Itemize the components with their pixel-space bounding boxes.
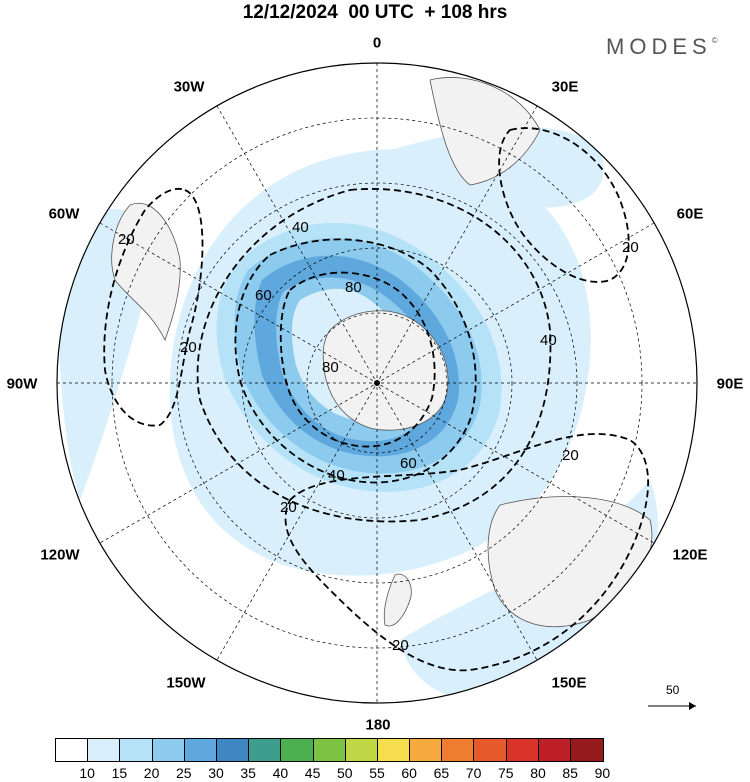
colorbar-tick-label: 85 bbox=[562, 765, 578, 781]
colorbar-tick-label: 10 bbox=[79, 765, 95, 781]
colorbar-tick-label: 80 bbox=[530, 765, 546, 781]
colorbar-tick-label: 50 bbox=[337, 765, 353, 781]
colorbar-swatch bbox=[345, 739, 378, 761]
land bbox=[111, 77, 653, 628]
colorbar-tick-label: 90 bbox=[594, 765, 611, 781]
south-pole-marker bbox=[374, 380, 380, 386]
colorbar-tick-label: 25 bbox=[176, 765, 192, 781]
colorbar-swatch bbox=[442, 739, 475, 761]
contour-label: 20 bbox=[180, 339, 197, 356]
contour-label: 20 bbox=[562, 447, 579, 464]
colorbar-tick-label: 45 bbox=[304, 765, 321, 781]
lon-label-120e: 120E bbox=[672, 546, 708, 564]
contour-label: 80 bbox=[322, 359, 339, 376]
colorbar-swatch bbox=[538, 739, 571, 761]
isotachs bbox=[103, 127, 649, 672]
colorbar-tick-label: 35 bbox=[240, 765, 256, 781]
lon-label-30w: 30W bbox=[173, 78, 205, 96]
contour-label: 80 bbox=[345, 279, 362, 296]
colorbar-tick-label: 70 bbox=[465, 765, 482, 781]
colorbar-swatch bbox=[506, 739, 539, 761]
lon-label-60e: 60E bbox=[676, 205, 704, 223]
contour-label: 20 bbox=[622, 239, 639, 256]
modes-logo: MODES© bbox=[606, 34, 718, 59]
colorbar-swatch bbox=[184, 739, 217, 761]
colorbar-tick-label: 15 bbox=[111, 765, 128, 781]
reference-vector-arrowhead bbox=[689, 702, 696, 710]
contour-label: 20 bbox=[280, 499, 297, 516]
south-america bbox=[111, 202, 181, 342]
contour-label: 40 bbox=[328, 467, 345, 484]
contour-label: 20 bbox=[118, 231, 135, 248]
contour-label: 20 bbox=[392, 637, 409, 654]
lon-label-90w: 90W bbox=[6, 375, 38, 393]
contour-label: 40 bbox=[540, 332, 557, 349]
africa bbox=[429, 77, 541, 186]
colorbar-swatch bbox=[474, 739, 507, 761]
colorbar bbox=[55, 738, 605, 762]
lon-label-180: 180 bbox=[365, 716, 391, 734]
globe-border bbox=[56, 62, 698, 704]
contour-label: 40 bbox=[292, 219, 309, 236]
lon-label-30e: 30E bbox=[551, 78, 579, 96]
lon-label-60w: 60W bbox=[48, 205, 80, 223]
colorbar-tick-label: 30 bbox=[208, 765, 224, 781]
lon-label-90e: 90E bbox=[716, 375, 744, 393]
reference-vector-label: 50 bbox=[666, 683, 680, 697]
colorbar-swatch bbox=[88, 739, 121, 761]
colorbar-tick-label: 65 bbox=[433, 765, 450, 781]
australia bbox=[487, 496, 653, 628]
antarctica bbox=[322, 310, 449, 431]
lon-label-150e: 150E bbox=[551, 674, 587, 692]
colorbar-tick-label: 40 bbox=[272, 765, 289, 781]
new-zealand bbox=[383, 573, 412, 627]
colorbar-tick-label: 60 bbox=[401, 765, 417, 781]
colorbar-swatch bbox=[249, 739, 282, 761]
colorbar-swatch bbox=[120, 739, 153, 761]
colorbar-tick-label: 20 bbox=[143, 765, 160, 781]
lon-label-150w: 150W bbox=[166, 674, 206, 692]
colorbar-swatch bbox=[377, 739, 411, 761]
colorbar-swatch bbox=[216, 739, 250, 761]
colorbar-swatch bbox=[152, 739, 185, 761]
lon-label-0: 0 bbox=[372, 34, 382, 52]
colorbar-swatch bbox=[571, 739, 604, 761]
contour-label: 60 bbox=[255, 287, 272, 304]
colorbar-swatch bbox=[410, 739, 443, 761]
colorbar-tick-label: 55 bbox=[369, 765, 385, 781]
map-title: 12/12/2024 00 UTC + 108 hrs bbox=[242, 2, 508, 23]
colorbar-swatch bbox=[281, 739, 314, 761]
colorbar-tick-label: 75 bbox=[498, 765, 514, 781]
contour-label: 60 bbox=[400, 455, 417, 472]
colorbar-swatch bbox=[313, 739, 346, 761]
lon-label-120w: 120W bbox=[40, 546, 80, 564]
colorbar-swatch bbox=[56, 739, 89, 761]
